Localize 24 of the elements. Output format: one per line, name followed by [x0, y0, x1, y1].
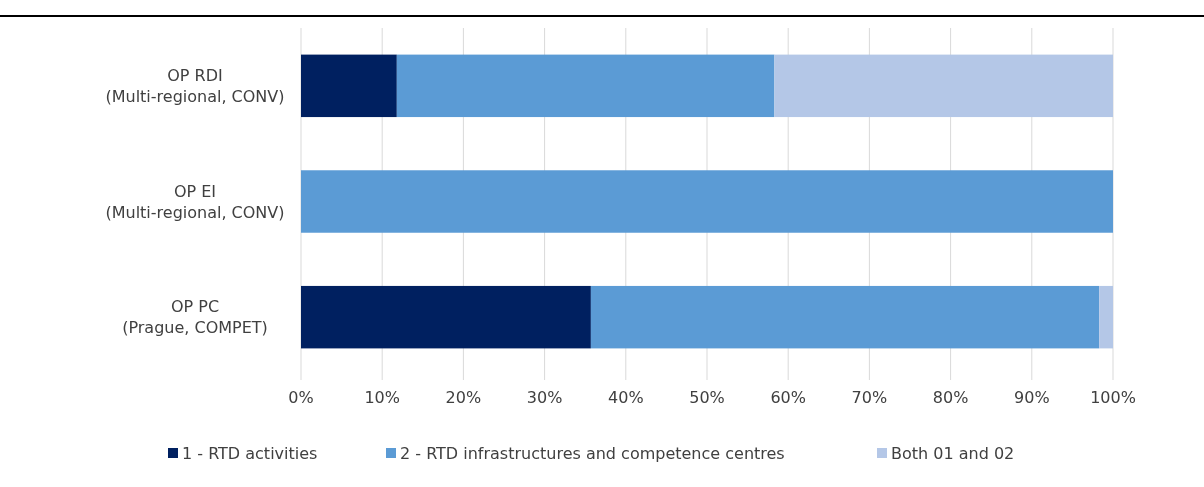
legend-label: Both 01 and 02	[891, 444, 1015, 463]
y-tick-label: OP PC (Prague, COMPET)	[122, 297, 268, 338]
x-tick-label: 30%	[526, 388, 563, 407]
x-tick-label: 10%	[364, 388, 400, 407]
y-tick-label: OP EI (Multi-regional, CONV)	[105, 181, 285, 222]
x-tick-label: 0%	[288, 388, 314, 407]
x-tick-label: 20%	[445, 388, 482, 407]
x-tick-label: 60%	[770, 388, 806, 407]
x-tick-label: 70%	[851, 388, 888, 407]
legend-label: 1 - RTD activities	[182, 444, 318, 463]
x-tick-label: 80%	[932, 388, 969, 407]
bar	[301, 170, 1113, 233]
y-tick-label: OP RDI (Multi-regional, CONV)	[105, 65, 285, 106]
legend-label: 2 - RTD infrastructures and competence centres	[400, 444, 785, 463]
bar	[774, 54, 1113, 118]
bar	[396, 54, 775, 118]
bar	[301, 54, 397, 118]
x-tick-label: 50%	[689, 388, 725, 407]
x-tick-label: 100%	[1090, 388, 1136, 407]
x-tick-label: 90%	[1014, 388, 1050, 407]
bar	[590, 285, 1100, 349]
bar	[1099, 285, 1113, 349]
bar	[301, 285, 591, 349]
x-tick-label: 40%	[608, 388, 644, 407]
